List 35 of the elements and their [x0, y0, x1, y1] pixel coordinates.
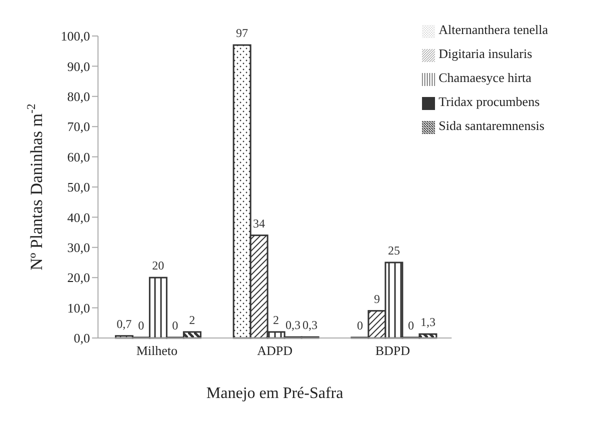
- legend-label: Sida santaremnensis: [438, 118, 544, 133]
- data-label: 9: [374, 292, 380, 306]
- data-label: 97: [236, 26, 248, 40]
- data-label: 0,7: [116, 316, 132, 331]
- data-label: 1,3: [420, 315, 436, 330]
- y-tick-label: 0,0: [74, 330, 90, 346]
- data-label: 25: [388, 244, 400, 258]
- legend-label: Alternanthera tenella: [438, 22, 548, 37]
- y-tick-label: 70,0: [67, 119, 90, 134]
- data-label: 2: [273, 312, 280, 327]
- y-tick-label: 60,0: [67, 149, 90, 164]
- data-label: 0,3: [302, 318, 318, 332]
- x-tick-label: ADPD: [257, 343, 293, 358]
- legend-label: Chamaesyce hirta: [438, 70, 532, 85]
- data-label: 0: [172, 318, 178, 332]
- y-tick-label: 30,0: [67, 240, 90, 256]
- legend-label: Digitaria insularis: [438, 46, 532, 61]
- y-tick-label: 80,0: [67, 89, 90, 104]
- data-label: 0,3: [286, 318, 301, 332]
- data-label: 34: [253, 216, 266, 230]
- y-tick-label: 40,0: [67, 210, 90, 225]
- y-tick-label: 90,0: [67, 58, 90, 74]
- y-tick-label: 20,0: [67, 270, 90, 286]
- x-tick-label: Milheto: [136, 343, 178, 358]
- data-label: 0: [138, 318, 144, 332]
- data-label: 0: [408, 318, 414, 332]
- data-label: 20: [152, 258, 164, 273]
- x-axis-title: Manejo em Pré-Safra: [206, 385, 344, 402]
- legend-label: Tridax procumbens: [438, 94, 540, 109]
- data-label: 2: [189, 312, 196, 327]
- y-tick-label: 10,0: [67, 300, 90, 316]
- y-tick-label: 100,0: [60, 28, 90, 44]
- data-label: 0: [356, 318, 363, 332]
- y-tick-label: 50,0: [67, 180, 90, 195]
- x-tick-label: BDPD: [375, 343, 410, 358]
